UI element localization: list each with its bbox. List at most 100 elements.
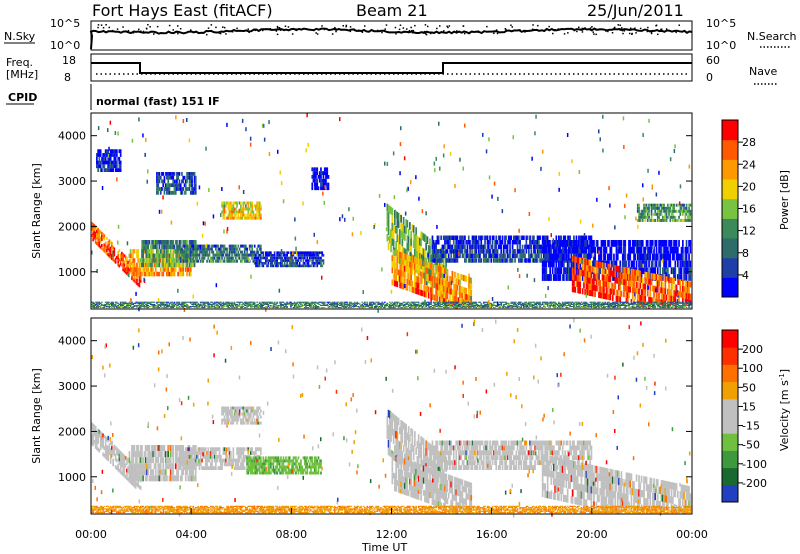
power-cell-1559: [322, 182, 325, 187]
power-cell-3008: [639, 260, 642, 268]
power-cell-1170: [228, 210, 231, 214]
power-cell-1804: [392, 261, 395, 268]
power-cell-4779: [377, 303, 380, 305]
power-cell-1574: [326, 182, 329, 187]
power-cell-3387: [626, 273, 629, 280]
power-cell-4426: [275, 304, 277, 306]
power-cell-2459: [535, 244, 538, 250]
power-cell-3263: [590, 278, 593, 285]
power-cell-25: [96, 226, 98, 230]
power-cell-2396: [516, 240, 519, 245]
nsearch-dot-16: [463, 32, 466, 35]
power-cell-3852: [116, 307, 118, 309]
power-cell-875: [260, 253, 262, 257]
power-cell-42: [101, 247, 103, 250]
power-cell-2358: [505, 244, 508, 250]
power-cell-1187: [232, 207, 235, 211]
power-cell-971: [278, 251, 281, 254]
power-cell-3310: [604, 275, 607, 282]
power-cell-16: [94, 237, 97, 241]
power-cell-1814: [395, 274, 397, 281]
power-cell-4030: [166, 307, 168, 309]
power-cell-697: [208, 259, 211, 263]
power-cell-1844: [402, 277, 405, 284]
power-cell-2070: [466, 300, 469, 307]
power-cell-1827: [399, 270, 401, 276]
power-cell-4480: [291, 304, 293, 306]
power-cell-4323: [246, 301, 248, 303]
power-cell-2222: [469, 258, 471, 263]
power-cell-2349: [502, 249, 505, 254]
power-cell-4300: [240, 301, 242, 303]
power-cell-927: [267, 259, 270, 262]
power-cell-2894: [604, 246, 607, 254]
power-cell-4719: [361, 307, 364, 309]
power-cell-1433: [98, 160, 101, 165]
power-cell-2209: [464, 235, 466, 240]
power-cell-1880: [411, 280, 414, 287]
nsearch-dot-114: [222, 26, 224, 28]
power-cell-2919: [613, 260, 615, 268]
power-cell-1505: [116, 149, 118, 154]
power-cell-1728: [426, 236, 429, 244]
power-cell-631: [189, 244, 192, 248]
power-cell-4045: [169, 306, 172, 308]
power-cell-1059: [301, 251, 304, 254]
power-cell-4730: [364, 303, 366, 305]
power-cell-2484: [543, 258, 545, 263]
power-cell-3650: [656, 209, 659, 213]
power-cell-659: [198, 256, 201, 260]
power-cell-1818: [396, 269, 399, 276]
power-cell-760: [226, 256, 228, 260]
power-cell-1829: [399, 257, 401, 264]
power-cell-2775: [570, 246, 573, 254]
power-cell-2576: [568, 258, 570, 263]
power-cell-2745: [563, 267, 565, 275]
power-cell-1894: [415, 275, 417, 282]
power-cell-3620: [648, 212, 650, 216]
power-cell-2242: [474, 258, 476, 263]
power-cell-4118: [189, 302, 192, 304]
power-cell-3212: [578, 281, 580, 288]
power-cell-4304: [241, 303, 243, 305]
power-cell-2941: [619, 246, 622, 254]
power-cell-2336: [499, 240, 501, 245]
power-cell-3722: [678, 209, 680, 213]
power-cell-630: [189, 247, 192, 251]
power-cell-610: [183, 250, 186, 254]
power-cell-399: [142, 258, 144, 263]
power-cell-138: [128, 268, 131, 272]
power-cell-2405: [519, 244, 521, 250]
power-cell-1158: [225, 210, 227, 214]
power-cell-1941: [429, 262, 431, 269]
power-cell-3379: [625, 291, 628, 298]
power-cell-535: [178, 240, 181, 245]
power-cell-128: [126, 265, 128, 269]
power-cell-4483: [292, 307, 295, 309]
power-cell-3701: [670, 203, 673, 207]
power-cell-3204: [575, 274, 578, 281]
power-cell-2020: [451, 295, 454, 302]
power-cell-2447: [533, 258, 535, 263]
power-cell-2742: [561, 246, 564, 254]
power-cell-566: [187, 253, 190, 259]
power-cell-2428: [526, 244, 529, 250]
power-cell-782: [231, 247, 233, 251]
power-cell-1457: [104, 153, 107, 157]
power-cell-3352: [616, 277, 619, 284]
power-cell-1514: [119, 164, 122, 169]
power-cell-1911: [420, 283, 422, 290]
power-cell-3139: [675, 240, 678, 247]
power-cell-3778: [94, 307, 97, 309]
power-cell-1555: [321, 182, 324, 187]
power-cell-1752: [434, 272, 436, 281]
power-cell-3627: [650, 215, 653, 219]
power-cell-4696: [352, 303, 355, 305]
power-cell-231: [143, 258, 146, 263]
power-cell-1715: [424, 272, 426, 280]
power-cell-4769: [375, 306, 377, 308]
power-cell-3243: [586, 289, 589, 296]
power-cell-3454: [645, 278, 648, 284]
power-cell-2151: [449, 240, 451, 245]
power-cell-1873: [409, 261, 411, 268]
